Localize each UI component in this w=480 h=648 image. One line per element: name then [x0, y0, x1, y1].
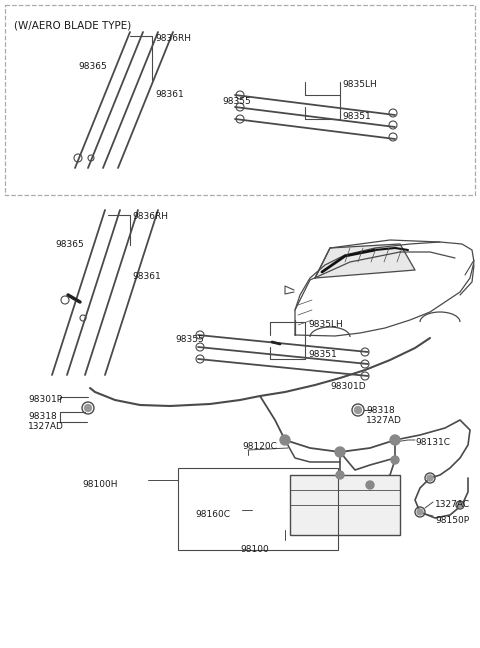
- Text: 98318: 98318: [366, 406, 395, 415]
- Text: 9836RH: 9836RH: [155, 34, 191, 43]
- Text: 9835LH: 9835LH: [342, 80, 377, 89]
- Circle shape: [390, 435, 400, 445]
- Circle shape: [335, 447, 345, 457]
- Text: 98301D: 98301D: [330, 382, 366, 391]
- Text: 98100H: 98100H: [82, 480, 118, 489]
- Text: 98100: 98100: [240, 545, 269, 554]
- Text: 98131C: 98131C: [415, 438, 450, 447]
- Text: 98355: 98355: [175, 335, 204, 344]
- Circle shape: [355, 406, 361, 413]
- Text: (W/AERO BLADE TYPE): (W/AERO BLADE TYPE): [14, 20, 131, 30]
- Bar: [290, 475, 400, 535]
- Circle shape: [366, 481, 374, 489]
- Text: 98318: 98318: [28, 412, 57, 421]
- Circle shape: [427, 475, 433, 481]
- Text: 1327AD: 1327AD: [28, 422, 64, 431]
- Text: 98361: 98361: [155, 90, 184, 99]
- Text: 98150P: 98150P: [435, 516, 469, 525]
- Text: 98351: 98351: [308, 350, 337, 359]
- Bar: [5, 5, 475, 195]
- Bar: [178, 468, 338, 550]
- Text: 98365: 98365: [55, 240, 84, 249]
- Circle shape: [280, 435, 290, 445]
- Circle shape: [457, 502, 463, 507]
- Text: 1327AD: 1327AD: [366, 416, 402, 425]
- Circle shape: [391, 456, 399, 464]
- Text: 98351: 98351: [342, 112, 371, 121]
- Circle shape: [84, 404, 92, 411]
- Text: 98365: 98365: [78, 62, 107, 71]
- Circle shape: [336, 471, 344, 479]
- Text: 98355: 98355: [222, 97, 251, 106]
- Text: 98160C: 98160C: [195, 510, 230, 519]
- Circle shape: [417, 509, 423, 515]
- Text: 9835LH: 9835LH: [308, 320, 343, 329]
- Polygon shape: [315, 244, 415, 278]
- Text: 9836RH: 9836RH: [132, 212, 168, 221]
- Text: 1327AC: 1327AC: [435, 500, 470, 509]
- Text: 98120C: 98120C: [242, 442, 277, 451]
- Text: 98361: 98361: [132, 272, 161, 281]
- Text: 98301P: 98301P: [28, 395, 62, 404]
